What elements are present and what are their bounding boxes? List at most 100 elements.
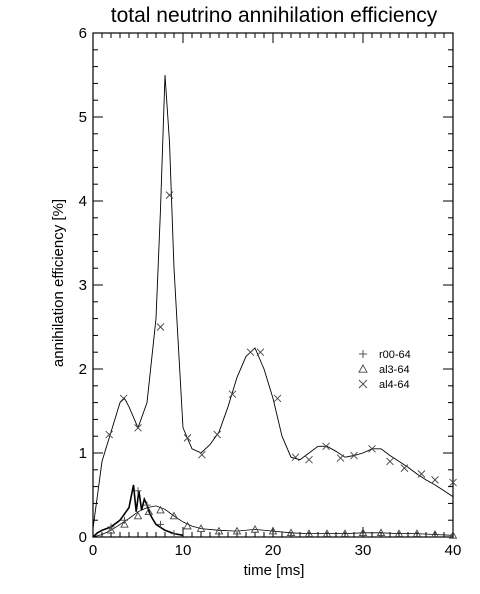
marker-stroke	[213, 430, 222, 439]
marker-stroke	[214, 526, 224, 535]
data-point-al4-64	[368, 444, 376, 453]
marker-stroke	[169, 511, 179, 520]
marker-stroke	[156, 323, 165, 331]
marker-stroke	[198, 450, 206, 459]
data-point-r00-64	[121, 516, 128, 524]
data-point-al4-64	[400, 464, 409, 472]
series-line-al4-64	[92, 74, 454, 529]
data-point-al4-64	[350, 451, 358, 460]
marker-stroke	[183, 434, 192, 442]
marker-stroke	[291, 453, 300, 462]
plot-area: 0 10 20 30 40 0 1 2 3 4 5 6	[79, 25, 462, 559]
data-point-al3-64	[322, 529, 332, 537]
data-point-al4-64	[273, 394, 282, 403]
marker-stroke	[305, 455, 313, 464]
data-point-al4-64	[105, 430, 114, 439]
data-point-al3-64	[304, 529, 314, 537]
data-point-al3-64	[412, 529, 422, 537]
data-point-al4-64	[228, 390, 237, 399]
data-point-al3-64	[214, 526, 224, 535]
data-point-al3-64	[232, 526, 242, 535]
data-point-r00-64	[107, 523, 115, 531]
marker-stroke	[412, 529, 422, 537]
data-point-al3-64	[250, 525, 260, 533]
marker-stroke	[286, 528, 296, 537]
y-tick-label: 6	[79, 25, 87, 42]
marker-stroke	[322, 529, 332, 537]
data-point-al3-64	[169, 511, 179, 520]
data-point-al3-64	[196, 524, 206, 532]
legend-marker-al4-64	[358, 379, 368, 389]
marker-stroke	[106, 525, 116, 534]
legend-marker-al3-64	[358, 364, 368, 373]
y-tick-label: 5	[79, 109, 87, 126]
chart-title: total neutrino annihilation efficiency	[111, 4, 438, 27]
marker-stroke	[394, 529, 404, 537]
x-tick-label: 20	[265, 542, 282, 559]
data-point-al4-64	[417, 470, 426, 478]
marker-stroke	[350, 451, 358, 460]
data-point-al4-64	[291, 453, 300, 462]
data-point-al3-64	[156, 505, 165, 514]
data-point-al4-64	[256, 348, 265, 357]
data-point-al3-64	[286, 528, 296, 537]
data-point-al4-64	[165, 191, 174, 199]
data-point-r00-64	[134, 487, 142, 495]
legend-label: al4-64	[379, 379, 410, 391]
data-point-al3-64	[358, 528, 368, 537]
y-tick-label: 4	[79, 193, 87, 210]
y-axis-label: annihilation efficiency [%]	[50, 199, 67, 367]
data-point-al3-64	[340, 529, 350, 537]
marker-stroke	[376, 528, 386, 537]
data-point-al3-64	[268, 526, 278, 535]
series-line-r00-64	[92, 484, 184, 538]
marker-stroke	[400, 464, 409, 472]
marker-stroke	[144, 507, 154, 516]
data-point-al3-64	[376, 528, 386, 537]
legend: r00-64 al3-64 al4-64	[358, 349, 411, 391]
marker-stroke	[336, 454, 345, 462]
marker-stroke	[105, 430, 114, 439]
marker-stroke	[449, 478, 457, 487]
series-line-al3-64	[92, 505, 454, 538]
marker-stroke	[268, 526, 278, 535]
marker-stroke	[304, 529, 314, 537]
marker-stroke	[430, 530, 440, 538]
marker-stroke	[448, 530, 458, 539]
marker-stroke	[340, 529, 350, 537]
data-point-al4-64	[213, 430, 222, 439]
data-point-al4-64	[336, 454, 345, 462]
data-point-al4-64	[305, 455, 313, 464]
data-point-al4-64	[198, 450, 206, 459]
marker-stroke	[250, 525, 260, 533]
marker-stroke	[256, 348, 265, 357]
data-point-al4-64	[119, 394, 128, 403]
marker-stroke	[119, 394, 128, 403]
legend-label: r00-64	[379, 349, 411, 361]
x-tick-label: 0	[89, 542, 97, 559]
data-point-al3-64	[106, 525, 116, 534]
data-point-al4-64	[134, 423, 142, 432]
legend-marker-r00-64	[359, 350, 367, 358]
data-point-al4-64	[386, 457, 394, 466]
data-point-al4-64	[322, 442, 330, 451]
data-point-r00-64	[170, 530, 178, 538]
data-point-al3-64	[120, 519, 129, 528]
data-point-al3-64	[183, 521, 192, 530]
marker-stroke	[322, 442, 330, 451]
y-tick-label: 1	[79, 445, 87, 462]
marker-stroke	[120, 519, 129, 528]
marker-stroke	[386, 457, 394, 466]
marker-stroke	[156, 505, 165, 514]
marker-stroke	[358, 364, 368, 373]
data-point-al4-64	[246, 348, 255, 357]
data-point-al3-64	[144, 507, 154, 516]
marker-stroke	[431, 476, 439, 484]
y-tick-label: 3	[79, 277, 87, 294]
marker-stroke	[134, 423, 142, 432]
marker-stroke	[228, 390, 237, 399]
x-tick-label: 30	[355, 542, 372, 559]
data-point-al3-64	[430, 530, 440, 538]
x-tick-label: 40	[445, 542, 462, 559]
